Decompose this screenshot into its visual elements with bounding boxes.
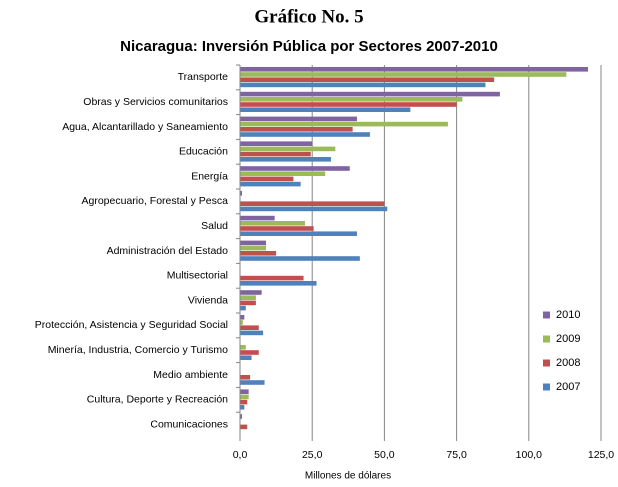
y-tick-label: Agropecuario, Forestal y Pesca bbox=[82, 195, 229, 207]
bar bbox=[240, 251, 277, 256]
bar bbox=[240, 414, 243, 419]
bar bbox=[240, 315, 245, 320]
y-tick-label: Comunicaciones bbox=[150, 418, 228, 430]
legend-label: 2008 bbox=[556, 357, 580, 369]
bar bbox=[240, 171, 326, 176]
bar bbox=[240, 231, 357, 236]
bar bbox=[240, 116, 357, 122]
bar bbox=[240, 389, 249, 394]
bar bbox=[240, 300, 256, 306]
legend-label: 2009 bbox=[556, 333, 580, 345]
bar bbox=[240, 355, 252, 360]
bar bbox=[240, 102, 457, 107]
bar bbox=[240, 394, 249, 400]
y-tick-label: Medio ambiente bbox=[153, 369, 228, 381]
bar bbox=[240, 91, 500, 97]
bar bbox=[240, 127, 353, 132]
x-axis-label: Millones de dólares bbox=[305, 471, 391, 482]
bar bbox=[240, 330, 264, 336]
bar bbox=[240, 215, 275, 221]
legend-swatch bbox=[543, 335, 550, 343]
x-tick-label: 125,0 bbox=[588, 449, 614, 461]
x-tick-label: 25,0 bbox=[302, 449, 323, 461]
bar bbox=[240, 380, 265, 385]
y-tick-label: Administración del Estado bbox=[107, 245, 229, 257]
bar bbox=[240, 157, 331, 162]
bar bbox=[240, 281, 317, 286]
bar bbox=[240, 320, 243, 325]
bar bbox=[240, 176, 294, 182]
bar bbox=[240, 305, 246, 311]
y-tick-label: Cultura, Deporte y Recreación bbox=[87, 394, 228, 406]
legend-swatch bbox=[543, 359, 550, 367]
y-tick-label: Minería, Industria, Comercio y Turismo bbox=[48, 344, 228, 356]
bar bbox=[240, 67, 589, 72]
bar bbox=[240, 191, 243, 196]
y-tick-label: Energía bbox=[191, 170, 228, 182]
legend-swatch bbox=[543, 311, 550, 319]
y-tick-label: Obras y Servicios comunitarios bbox=[83, 96, 228, 108]
bar bbox=[240, 399, 248, 405]
legend-label: 2010 bbox=[556, 309, 580, 321]
bar bbox=[240, 97, 463, 102]
bar bbox=[240, 345, 246, 350]
x-tick-label: 50,0 bbox=[374, 449, 395, 461]
bar bbox=[240, 146, 336, 152]
x-tick-label: 0,0 bbox=[233, 449, 248, 461]
bar bbox=[240, 221, 305, 226]
y-tick-label: Educación bbox=[179, 146, 228, 158]
bar bbox=[240, 141, 313, 146]
bar bbox=[240, 424, 248, 430]
bar bbox=[240, 245, 266, 251]
bar bbox=[240, 325, 259, 330]
bar bbox=[240, 181, 301, 187]
bar bbox=[240, 295, 256, 300]
legend-swatch bbox=[543, 383, 550, 391]
bar bbox=[240, 275, 304, 281]
y-tick-label: Transporte bbox=[178, 71, 229, 83]
x-tick-label: 75,0 bbox=[446, 449, 467, 461]
y-tick-label: Vivienda bbox=[188, 294, 228, 306]
bar bbox=[240, 375, 251, 380]
bar bbox=[240, 121, 448, 127]
bar bbox=[240, 166, 350, 171]
x-tick-label: 100,0 bbox=[516, 449, 542, 461]
bar bbox=[240, 72, 567, 77]
y-tick-label: Salud bbox=[201, 220, 228, 232]
bar bbox=[240, 107, 411, 112]
bar bbox=[240, 350, 259, 355]
legend-label: 2007 bbox=[556, 381, 580, 393]
bar bbox=[240, 405, 245, 410]
bar bbox=[240, 206, 388, 212]
bar bbox=[240, 77, 495, 82]
bar bbox=[240, 226, 314, 231]
bar bbox=[240, 256, 360, 261]
bar bbox=[240, 201, 385, 206]
bar bbox=[240, 151, 311, 157]
bar bbox=[240, 132, 370, 137]
bar bbox=[240, 82, 486, 88]
y-tick-label: Protección, Asistencia y Seguridad Socia… bbox=[35, 319, 228, 331]
chart-title: Gráfico No. 5 bbox=[254, 6, 363, 27]
y-tick-label: Agua, Alcantarillado y Saneamiento bbox=[62, 121, 228, 133]
y-tick-label: Multisectorial bbox=[167, 270, 228, 282]
chart-subtitle: Nicaragua: Inversión Pública por Sectore… bbox=[120, 38, 498, 55]
bar bbox=[240, 290, 262, 295]
bar bbox=[240, 240, 266, 246]
